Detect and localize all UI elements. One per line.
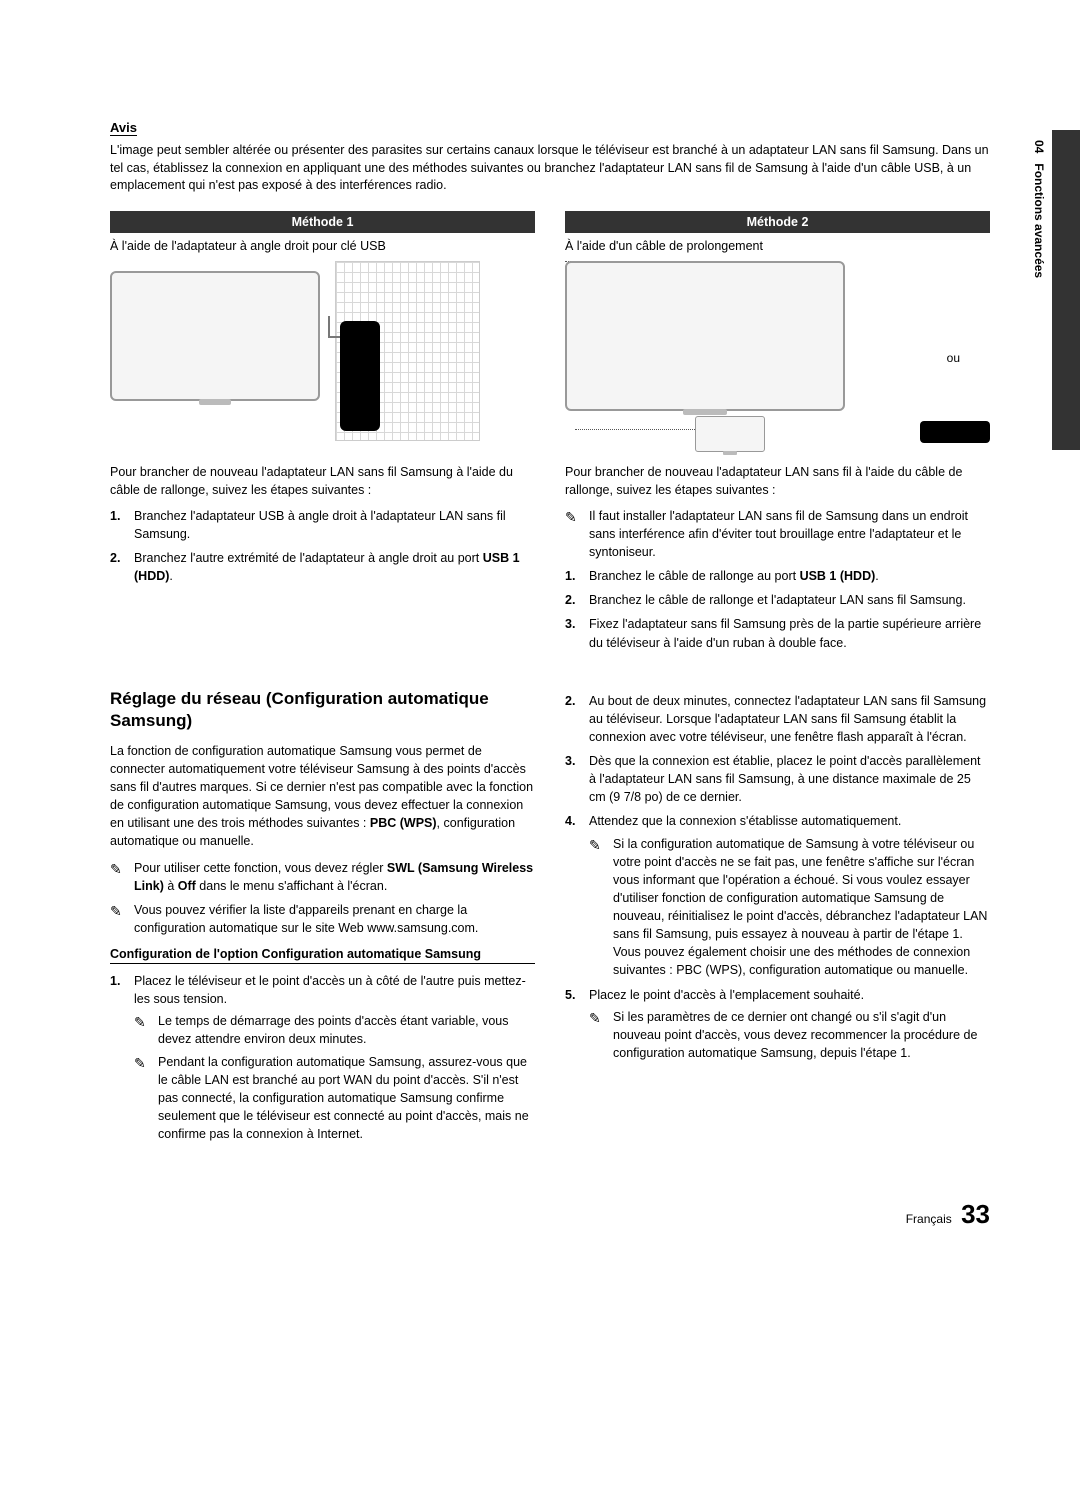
method2-header: Méthode 2 — [565, 211, 990, 233]
method2-steps: Branchez le câble de rallonge au port US… — [565, 567, 990, 652]
reglage-right: Au bout de deux minutes, connectez l'ada… — [565, 658, 990, 1150]
method1-col: Méthode 1 À l'aide de l'adaptateur à ang… — [110, 211, 535, 658]
method2-step2: Branchez le câble de rallonge et l'adapt… — [565, 591, 990, 609]
page-number: 33 — [961, 1199, 990, 1229]
page: Avis L'image peut sembler altérée ou pré… — [0, 0, 1080, 1270]
usb-dongle-icon — [340, 321, 380, 431]
tv-small-icon — [695, 416, 765, 452]
text: . — [169, 569, 172, 583]
footer-lang: Français — [906, 1212, 952, 1226]
method1-step2: Branchez l'autre extrémité de l'adaptate… — [110, 549, 535, 585]
avis-heading: Avis — [110, 120, 137, 136]
text: . — [875, 569, 878, 583]
reglage-left-s1-n1: Le temps de démarrage des points d'accès… — [134, 1012, 535, 1048]
text: Pour utiliser cette fonction, vous devez… — [134, 861, 387, 875]
tv-icon — [110, 271, 320, 401]
reglage-p1: La fonction de configuration automatique… — [110, 742, 535, 851]
ou-label: ou — [947, 351, 960, 365]
text: Branchez l'autre extrémité de l'adaptate… — [134, 551, 483, 565]
reglage-subhead: Configuration de l'option Configuration … — [110, 947, 535, 964]
reglage-right-s5-note: Si les paramètres de ce dernier ont chan… — [589, 1008, 990, 1062]
reglage-note2: Vous pouvez vérifier la liste d'appareil… — [110, 901, 535, 937]
text-bold: Off — [178, 879, 196, 893]
text-bold: USB 1 (HDD) — [800, 569, 876, 583]
text: Placez le point d'accès à l'emplacement … — [589, 988, 864, 1002]
reglage-row: Réglage du réseau (Configuration automat… — [110, 658, 990, 1150]
method1-intro: Pour brancher de nouveau l'adaptateur LA… — [110, 463, 535, 499]
reglage-right-step2: Au bout de deux minutes, connectez l'ada… — [565, 692, 990, 746]
reglage-left-steps: Placez le téléviseur et le point d'accès… — [110, 972, 535, 1143]
text: Attendez que la connexion s'établisse au… — [589, 814, 901, 828]
reglage-note1: Pour utiliser cette fonction, vous devez… — [110, 859, 535, 895]
usb-dongle-icon — [920, 421, 990, 443]
method2-note: Il faut installer l'adaptateur LAN sans … — [565, 507, 990, 561]
text: Branchez le câble de rallonge au port — [589, 569, 800, 583]
avis-text: L'image peut sembler altérée ou présente… — [110, 142, 990, 195]
reglage-left-s1-n2: Pendant la configuration automatique Sam… — [134, 1053, 535, 1144]
method2-step1: Branchez le câble de rallonge au port US… — [565, 567, 990, 585]
page-footer: Français 33 — [110, 1199, 990, 1230]
tv-icon — [565, 261, 845, 411]
method1-illustration — [110, 261, 535, 451]
text-bold: PBC (WPS) — [370, 816, 437, 830]
method2-subtitle: À l'aide d'un câble de prolongement — [565, 239, 990, 253]
reglage-right-step3: Dès que la connexion est établie, placez… — [565, 752, 990, 806]
method2-intro: Pour brancher de nouveau l'adaptateur LA… — [565, 463, 990, 499]
reglage-left: Réglage du réseau (Configuration automat… — [110, 658, 535, 1150]
text: à — [164, 879, 178, 893]
method1-steps: Branchez l'adaptateur USB à angle droit … — [110, 507, 535, 586]
method1-subtitle: À l'aide de l'adaptateur à angle droit p… — [110, 239, 535, 253]
reglage-right-step5: Placez le point d'accès à l'emplacement … — [565, 986, 990, 1063]
method2-col: Méthode 2 À l'aide d'un câble de prolong… — [565, 211, 990, 658]
reglage-right-s4-note: Si la configuration automatique de Samsu… — [589, 835, 990, 980]
method2-step3: Fixez l'adaptateur sans fil Samsung près… — [565, 615, 990, 651]
cable-icon — [575, 429, 695, 430]
method2-illustration: ou — [565, 261, 990, 451]
method1-header: Méthode 1 — [110, 211, 535, 233]
text: dans le menu s'affichant à l'écran. — [196, 879, 387, 893]
text: Branchez l'adaptateur USB à angle droit … — [134, 509, 506, 541]
text: Placez le téléviseur et le point d'accès… — [134, 974, 526, 1006]
reglage-left-step1: Placez le téléviseur et le point d'accès… — [110, 972, 535, 1143]
method1-step1: Branchez l'adaptateur USB à angle droit … — [110, 507, 535, 543]
reglage-right-step4: Attendez que la connexion s'établisse au… — [565, 812, 990, 979]
reglage-title: Réglage du réseau (Configuration automat… — [110, 688, 535, 732]
reglage-right-steps: Au bout de deux minutes, connectez l'ada… — [565, 692, 990, 1062]
methods-row: Méthode 1 À l'aide de l'adaptateur à ang… — [110, 211, 990, 658]
